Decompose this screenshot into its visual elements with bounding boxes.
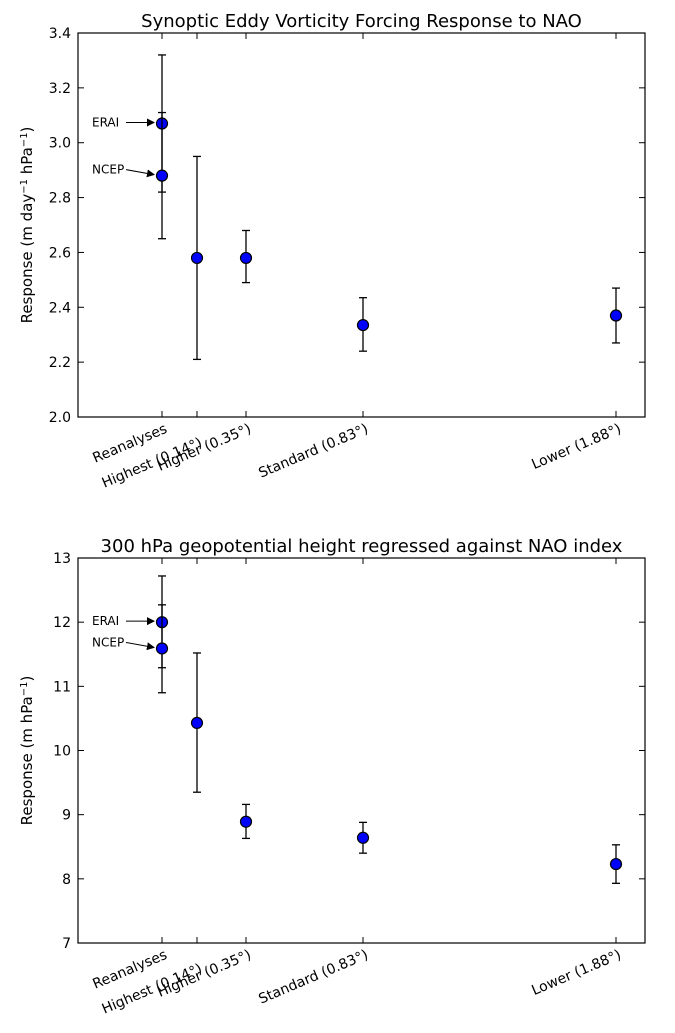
top-ytick-label-4: 2.8 — [49, 191, 71, 207]
top-ytick-label-3: 2.6 — [49, 245, 71, 261]
top-data-point-4 — [356, 319, 370, 332]
top-data-point-1 — [155, 169, 169, 182]
bottom-data-point-3 — [239, 815, 253, 828]
bottom-annotation-erai: ERAI — [92, 614, 119, 628]
bottom-ytick-label-3: 10 — [53, 744, 71, 760]
top-category-label-3: Standard (0.83°) — [256, 421, 370, 482]
top-annotation-ncep: NCEP — [92, 163, 124, 177]
top-ytick-label-7: 3.4 — [49, 26, 71, 42]
bottom-ytick-label-2: 9 — [62, 808, 71, 824]
bottom-annotation-arrow-ncep — [125, 641, 155, 651]
bottom-chart-ylabel: Response (m hPa−1) — [18, 676, 36, 826]
bottom-chart-title: 300 hPa geopotential height regressed ag… — [101, 536, 623, 557]
bottom-ytick-label-4: 11 — [53, 679, 71, 695]
bottom-axes-frame — [77, 557, 646, 944]
bottom-ytick-label-1: 8 — [62, 872, 71, 888]
top-annotation-arrow-ncep — [125, 169, 155, 178]
top-ytick-label-2: 2.4 — [49, 300, 71, 316]
top-data-point-3 — [239, 251, 253, 265]
bottom-annotation-ncep: NCEP — [92, 635, 124, 649]
bottom-category-label-3: Standard (0.83°) — [256, 947, 370, 1008]
bottom-ytick-label-0: 7 — [62, 936, 71, 952]
top-category-label-4: Lower (1.88°) — [529, 421, 623, 473]
top-ytick-label-6: 3.2 — [49, 81, 71, 97]
bottom-category-label-4: Lower (1.88°) — [529, 947, 623, 999]
top-data-point-2 — [190, 251, 204, 265]
bottom-data-point-1 — [155, 642, 169, 655]
top-data-point-5 — [609, 309, 623, 322]
top-ytick-label-1: 2.2 — [49, 355, 71, 371]
bottom-data-point-4 — [356, 831, 370, 844]
bottom-ytick-label-6: 13 — [53, 551, 71, 567]
top-axes-frame — [77, 32, 646, 418]
bottom-data-point-2 — [190, 716, 204, 730]
top-ytick-label-0: 2.0 — [49, 410, 71, 426]
bottom-data-point-5 — [609, 857, 623, 871]
top-annotation-erai: ERAI — [92, 116, 119, 130]
top-chart-ylabel: Response (m day−1 hPa−1) — [18, 127, 36, 324]
top-chart-title: Synoptic Eddy Vorticity Forcing Response… — [141, 11, 582, 32]
top-chart-panel: Synoptic Eddy Vorticity Forcing Response… — [18, 11, 646, 492]
bottom-chart-panel: 300 hPa geopotential height regressed ag… — [18, 536, 646, 1018]
top-ytick-label-5: 3.0 — [49, 136, 71, 152]
bottom-ytick-label-5: 12 — [53, 615, 71, 631]
